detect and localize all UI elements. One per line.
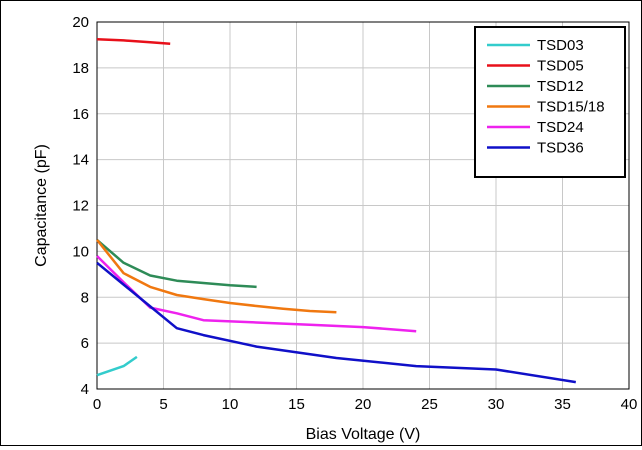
legend-label: TSD24 bbox=[537, 119, 584, 136]
axis-ticks: 0 5 10 15 20 25 30 35 40 4 6 8 10 12 14 16 18 20 bbox=[72, 14, 637, 413]
y-tick-label: 16 bbox=[72, 106, 89, 123]
x-tick-label: 5 bbox=[159, 396, 167, 413]
x-tick-label: 20 bbox=[355, 396, 372, 413]
legend: TSD03 TSD05 TSD12 TSD15/18 TSD24 TSD36 bbox=[474, 26, 626, 178]
y-tick-label: 8 bbox=[81, 289, 89, 306]
x-tick-label: 25 bbox=[421, 396, 438, 413]
y-tick-label: 20 bbox=[72, 14, 89, 31]
x-tick-label: 35 bbox=[554, 396, 571, 413]
series-line-tsd12 bbox=[96, 238, 257, 289]
x-tick-label: 0 bbox=[93, 396, 101, 413]
legend-box bbox=[474, 26, 626, 178]
y-tick-label: 6 bbox=[81, 335, 89, 352]
y-axis-label: Capacitance (pF) bbox=[33, 144, 50, 267]
y-tick-label: 4 bbox=[81, 381, 89, 398]
x-tick-label: 40 bbox=[621, 396, 638, 413]
x-tick-label: 30 bbox=[488, 396, 505, 413]
series-line-tsd03 bbox=[96, 355, 138, 377]
x-axis-label: Bias Voltage (V) bbox=[306, 426, 421, 443]
series-line-tsd24 bbox=[96, 255, 417, 333]
x-tick-label: 15 bbox=[288, 396, 305, 413]
legend-label: TSD12 bbox=[537, 78, 584, 95]
y-tick-label: 18 bbox=[72, 60, 89, 77]
series-lines bbox=[96, 37, 576, 384]
y-tick-label: 14 bbox=[72, 152, 89, 169]
plot-area bbox=[96, 21, 630, 390]
y-tick-label: 10 bbox=[72, 243, 89, 260]
series-line-tsd05 bbox=[96, 37, 171, 46]
legend-label: TSD03 bbox=[537, 37, 584, 54]
y-tick-label: 12 bbox=[72, 198, 89, 215]
legend-label: TSD05 bbox=[537, 58, 584, 75]
series-line-tsd15-18 bbox=[96, 239, 337, 314]
series-line-tsd36 bbox=[96, 261, 576, 384]
legend-label: TSD15/18 bbox=[537, 99, 605, 116]
legend-label: TSD36 bbox=[537, 140, 584, 157]
x-tick-label: 10 bbox=[222, 396, 239, 413]
